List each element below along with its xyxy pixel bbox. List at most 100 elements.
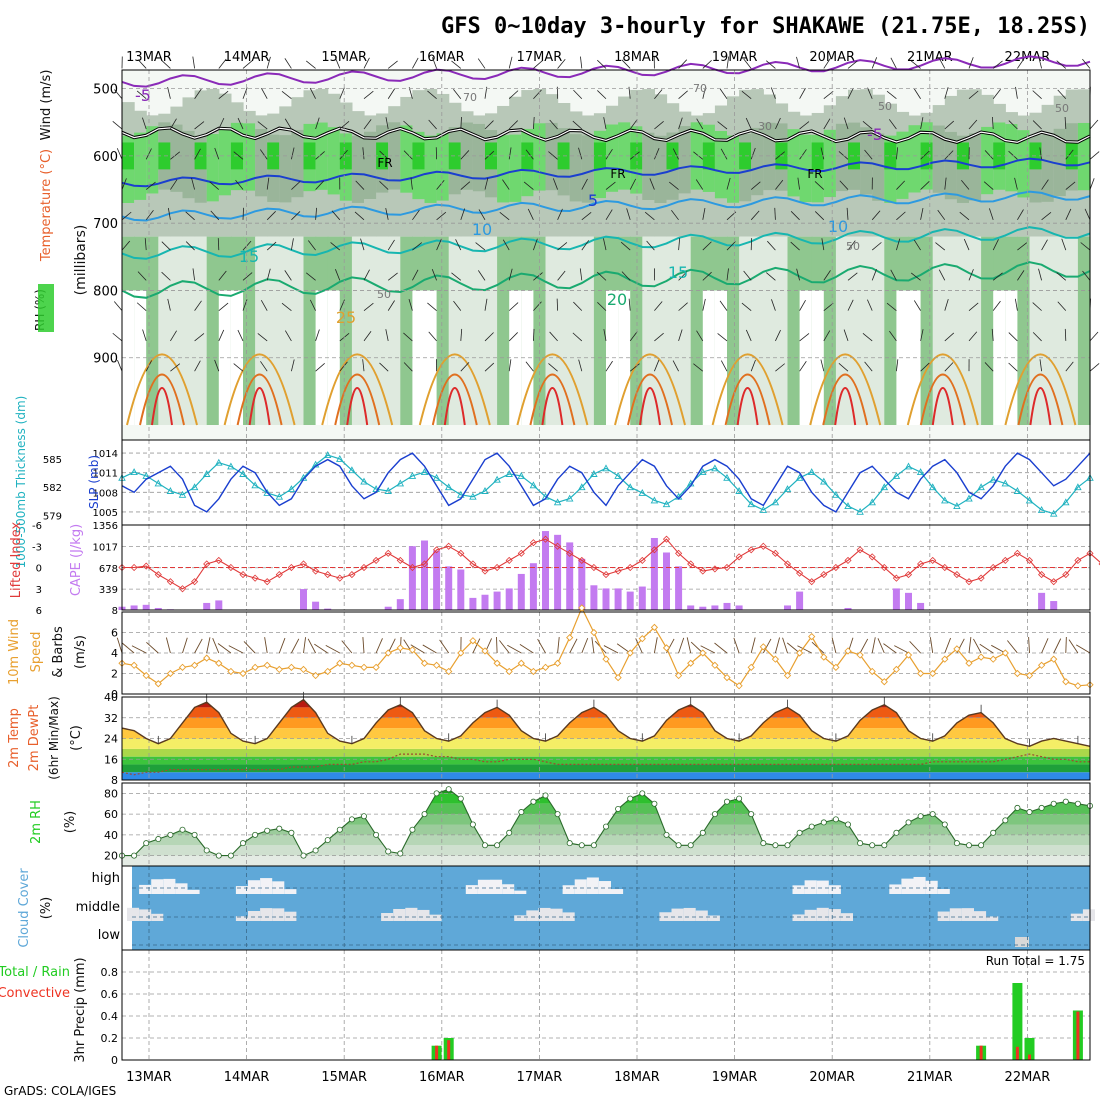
rh2m-point [192,832,197,837]
isotherm-label: 25 [336,308,356,327]
rh2m-point [168,832,173,837]
cape-bar [457,570,464,610]
rh2m-point [966,843,971,848]
rh2m-point [277,826,282,831]
rh2m-point [132,853,137,858]
cape-bar [627,592,634,610]
precip-tick-label: 0.2 [101,1032,119,1045]
rh2m-tick-label: 80 [104,787,118,800]
precip-conv-bar [1016,1047,1019,1060]
date-label-bottom: 22MAR [1005,1070,1051,1085]
date-label-top: 19MAR [712,50,758,65]
wind10-axis-label: 10m Wind [7,619,22,685]
cape-bar [482,595,489,610]
rh2m-point [313,848,318,853]
pressure-tick-label: 800 [93,284,118,299]
rh2m-point [507,830,512,835]
cloud-unit-label: (%) [39,897,54,920]
precip-tick-label: 0 [111,1054,118,1067]
cape-bar [542,531,549,610]
wind10-tick-label: 2 [111,668,118,681]
minmax-axis-label: (6hr Min/Max) [47,696,61,780]
precip-axis-label: 3hr Precip (mm) [73,957,88,1062]
rh2m-point [688,843,693,848]
rh-contour-label: 50 [377,288,391,301]
rh2m-point [204,848,209,853]
precip-conv-bar [447,1040,450,1060]
temp-unit-label: (°C) [69,725,84,751]
precip-conv-bar [1028,1055,1031,1061]
rh2m-point [349,817,354,822]
date-label-bottom: 19MAR [712,1070,758,1085]
rh2m-point [1003,818,1008,823]
rh2m-point [1063,799,1068,804]
temp-tick-label: 32 [104,712,118,725]
cape-bar [578,559,585,610]
li-tick-label: 6 [36,606,42,617]
rh2m-point [664,832,669,837]
rh2m-point [337,827,342,832]
rh2m-point [289,830,294,835]
cape-bar [603,588,610,610]
rh-label-swatch [38,284,54,332]
cape-bar [494,592,501,610]
rh2m-point [712,812,717,817]
cape-bar [711,605,718,610]
rh2m-point [773,843,778,848]
rh2m-point [482,843,487,848]
rh2m-point [809,824,814,829]
precip-conv-bar [980,1046,983,1060]
rh2m-point [156,836,161,841]
rh2m-point [858,841,863,846]
cape-bar [675,566,682,610]
li-axis-label: Lifted Index [9,521,24,598]
run-total-label: Run Total = 1.75 [986,954,1085,968]
rh2m-point [1039,805,1044,810]
rh2m-point [845,822,850,827]
isotherm-label: 5 [588,191,598,210]
rh2m-point [374,832,379,837]
cape-bar [590,585,597,610]
precip-tick-label: 0.6 [101,988,119,1001]
li-tick-label: 3 [36,585,42,596]
rh2m-point [785,843,790,848]
isotherm-label: 15 [668,263,688,282]
rh2m-point [603,824,608,829]
rh2m-point [386,849,391,854]
cape-bar [409,546,416,610]
rh2m-point [579,843,584,848]
rh2m-point [906,820,911,825]
date-label-top: 13MAR [126,50,172,65]
rh2m-point [724,799,729,804]
rh2m-tick-label: 20 [104,850,118,863]
cape-axis-label: CAPE (J/kg) [69,524,84,596]
pressure-tick-label: 900 [93,352,118,367]
date-label-top: 18MAR [614,50,660,65]
cape-tick-label: 1356 [93,521,118,532]
rh2m-point [1051,801,1056,806]
temp-tick-label: 8 [111,774,118,787]
date-label-top: 16MAR [419,50,465,65]
temp-axis-label: 2m Temp [7,708,22,768]
cape-tick-label: 1017 [93,542,118,553]
rh2m-point [567,841,572,846]
precip-tick-label: 0.4 [101,1010,119,1023]
cape-tick-label: 678 [99,564,118,575]
rh2m-point [991,830,996,835]
rh2m-point [918,814,923,819]
cape-bar [445,566,452,610]
rh2m-axis-label: 2m RH [29,800,44,844]
rh2m-point [253,832,258,837]
rh2m-point [979,843,984,848]
rh2m-point [458,796,463,801]
cloud-background [132,866,1090,950]
pressure-tick-label: 600 [93,150,118,165]
rh2m-unit-label: (%) [63,811,78,834]
rh2m-tick-label: 60 [104,808,118,821]
date-label-bottom: 14MAR [224,1070,270,1085]
rh2m-point [422,812,427,817]
cape-bar [312,602,319,610]
thickness-tick-label: 579 [43,512,62,523]
